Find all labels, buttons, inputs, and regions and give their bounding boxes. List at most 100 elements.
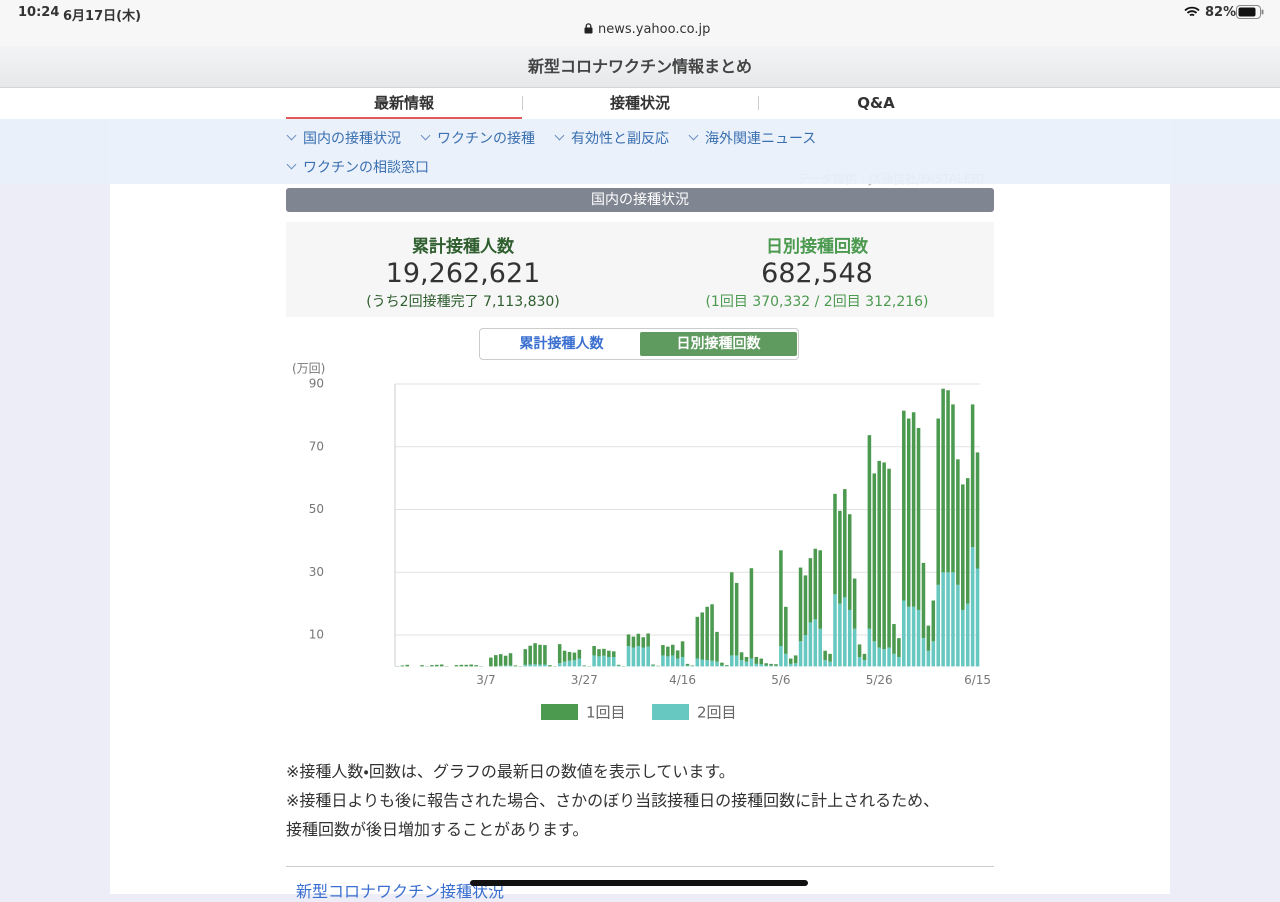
bar-segment bbox=[578, 650, 582, 659]
bar-segment bbox=[932, 601, 936, 642]
bar-segment bbox=[730, 572, 734, 655]
bar-segment bbox=[946, 390, 950, 572]
bar-segment bbox=[686, 664, 690, 666]
bar-segment bbox=[514, 665, 518, 666]
bar-segment bbox=[435, 665, 439, 667]
bar-segment bbox=[401, 665, 405, 666]
bar-segment bbox=[538, 665, 542, 667]
bar-segment bbox=[455, 665, 459, 666]
bar-segment bbox=[961, 610, 965, 666]
bar-segment bbox=[823, 651, 827, 660]
bar-segment bbox=[814, 619, 818, 666]
submenu-link[interactable]: 有効性と副反応 bbox=[554, 128, 669, 148]
bar-segment bbox=[602, 656, 606, 667]
bar-segment bbox=[764, 665, 768, 666]
bar-segment bbox=[882, 462, 886, 649]
bar-segment bbox=[528, 646, 532, 665]
bar-segment bbox=[789, 664, 793, 667]
bar-segment bbox=[617, 666, 621, 667]
bar-segment bbox=[961, 484, 965, 610]
bar-segment bbox=[509, 665, 513, 666]
bar-segment bbox=[465, 665, 469, 667]
bar-segment bbox=[671, 655, 675, 666]
bar-segment bbox=[700, 612, 704, 659]
bar-segment bbox=[956, 585, 960, 667]
bar-segment bbox=[646, 647, 650, 667]
bar-segment bbox=[533, 664, 537, 666]
bar-segment bbox=[966, 478, 970, 604]
bar-segment bbox=[838, 604, 842, 667]
bar-segment bbox=[887, 648, 891, 667]
bar-segment bbox=[538, 645, 542, 665]
x-tick-label: 6/15 bbox=[964, 673, 991, 687]
y-tick-label: 70 bbox=[309, 439, 324, 453]
bar-segment bbox=[646, 633, 650, 646]
bar-segment bbox=[548, 665, 552, 666]
bar-segment bbox=[499, 666, 503, 667]
bar-segment bbox=[671, 645, 675, 656]
bar-segment bbox=[607, 657, 611, 666]
bar-segment bbox=[666, 656, 670, 666]
bar-segment bbox=[868, 629, 872, 667]
bar-segment bbox=[853, 629, 857, 667]
bar-segment bbox=[907, 419, 911, 607]
bar-segment bbox=[912, 412, 916, 607]
bar-segment bbox=[730, 655, 734, 666]
bar-segment bbox=[406, 665, 410, 667]
bar-segment bbox=[804, 635, 808, 666]
bar-segment bbox=[946, 572, 950, 666]
bar-segment bbox=[420, 665, 424, 666]
legend-swatch bbox=[541, 704, 578, 720]
bar-segment bbox=[750, 659, 754, 667]
bar-segment bbox=[632, 637, 636, 648]
bar-segment bbox=[892, 654, 896, 667]
bar-segment bbox=[956, 459, 960, 585]
bar-segment bbox=[705, 660, 709, 666]
bar-segment bbox=[632, 648, 636, 667]
bar-segment bbox=[873, 473, 877, 641]
y-tick-label: 30 bbox=[309, 565, 324, 579]
bar-segment bbox=[597, 649, 601, 656]
bar-segment bbox=[592, 655, 596, 666]
bar-segment bbox=[828, 662, 832, 667]
y-tick-label: 90 bbox=[309, 377, 324, 391]
bar-segment bbox=[720, 665, 724, 666]
bar-segment bbox=[941, 572, 945, 666]
bar-segment bbox=[858, 644, 862, 657]
bar-segment bbox=[809, 558, 813, 622]
bar-segment bbox=[853, 579, 857, 629]
bar-segment bbox=[582, 665, 586, 666]
bar-segment bbox=[764, 663, 768, 665]
bar-segment bbox=[897, 638, 901, 657]
bar-segment bbox=[509, 653, 513, 665]
y-axis-unit: (万回) bbox=[292, 362, 325, 376]
bar-segment bbox=[710, 604, 714, 660]
legend-swatch bbox=[652, 704, 689, 720]
bar-segment bbox=[912, 607, 916, 667]
submenu-link[interactable]: ワクチンの相談窓口 bbox=[286, 157, 429, 177]
bar-segment bbox=[533, 643, 537, 664]
x-tick-label: 3/7 bbox=[476, 673, 495, 687]
bar-segment bbox=[612, 657, 616, 666]
bar-segment bbox=[612, 651, 616, 657]
bar-segment bbox=[641, 637, 645, 647]
bar-segment bbox=[828, 654, 832, 662]
bar-segment bbox=[951, 572, 955, 666]
bar-segment bbox=[563, 662, 567, 667]
bar-segment bbox=[568, 661, 572, 667]
bar-segment bbox=[882, 649, 886, 666]
bar-segment bbox=[705, 607, 709, 660]
legend-label: 2回目 bbox=[697, 704, 737, 722]
submenu-link[interactable]: 海外関連ニュース bbox=[688, 128, 816, 148]
bar-segment bbox=[641, 648, 645, 667]
bar-segment bbox=[558, 644, 562, 663]
bar-segment bbox=[602, 649, 606, 656]
submenu-link[interactable]: ワクチンの接種 bbox=[420, 128, 535, 148]
bar-segment bbox=[440, 665, 444, 667]
bar-segment bbox=[877, 648, 881, 667]
bar-segment bbox=[848, 610, 852, 666]
bar-segment bbox=[971, 547, 975, 666]
submenu-link[interactable]: 国内の接種状況 bbox=[286, 128, 401, 148]
bar-segment bbox=[927, 651, 931, 667]
bar-segment bbox=[563, 651, 567, 662]
